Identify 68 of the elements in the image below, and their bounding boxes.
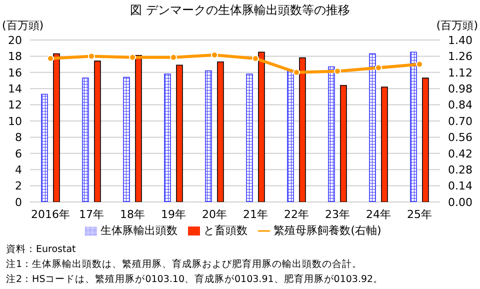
y2-tick-label: 1.40	[448, 34, 472, 47]
point	[170, 54, 177, 61]
x-tick-label: 20年	[202, 208, 227, 221]
bar	[340, 84, 347, 202]
point	[416, 60, 423, 68]
y2-tick-label: 0.14	[448, 180, 472, 193]
y2-tick-label: 1.12	[448, 66, 472, 80]
bar	[217, 61, 224, 202]
x-tick-label: 24年	[366, 208, 391, 221]
y-tick-label: 2	[15, 180, 22, 193]
x-tick-label: 2016年	[31, 208, 70, 221]
bar	[164, 74, 171, 202]
text: 注1：生体豚輸出頭数は、繁殖用豚、育成豚および肥育用豚の輸出頭数の合計。	[6, 258, 364, 272]
bar	[369, 53, 376, 202]
y-tick-label: 12	[8, 98, 22, 112]
y-tick-label: 4	[15, 164, 22, 177]
y-tick-label: 20	[8, 34, 22, 47]
x-tick-label: 19年	[161, 208, 186, 221]
bar	[246, 74, 253, 202]
legend-label: 生体豚輸出頭数	[100, 224, 178, 237]
bar	[82, 78, 89, 202]
legend-label: と畜頭数	[204, 224, 248, 237]
bar	[287, 70, 294, 202]
y2-tick-label: 0.84	[448, 98, 472, 112]
bar	[41, 94, 48, 202]
y2-tick-label: 0.28	[448, 164, 472, 177]
x-tick-label: 18年	[120, 208, 145, 221]
point	[88, 52, 95, 60]
x-tick-label: 17年	[79, 208, 104, 221]
x-tick-label: 23年	[325, 208, 350, 221]
x-tick-label: 22年	[284, 208, 309, 221]
y-axis-title: (百万頭)	[2, 18, 44, 33]
y2-tick-label: 0.98	[448, 82, 472, 96]
point	[293, 68, 300, 76]
x-tick-label: 25年	[407, 208, 432, 221]
y2-tick-label: 0.70	[448, 114, 472, 128]
y-tick-label: 18	[8, 50, 22, 64]
legend-label: 繁殖母豚飼養数(右軸)	[274, 224, 382, 237]
text: 注2：HSコードは、繁殖用豚が0103.10、育成豚が0103.91、肥育用豚が0103.92。	[6, 272, 384, 287]
y-tick-label: 8	[15, 131, 22, 144]
bar	[381, 86, 388, 202]
text: 資料：Eurostat	[6, 243, 77, 257]
x-tick-label: 21年	[243, 208, 268, 221]
y-tick-label: 14	[8, 82, 22, 96]
bar	[205, 70, 212, 202]
y2-tick-label: 0.00	[448, 196, 472, 209]
bar	[410, 52, 417, 202]
y2-tick-label: 1.26	[448, 50, 472, 64]
bar	[176, 64, 183, 202]
y-tick-label: 16	[8, 66, 22, 80]
bar	[299, 57, 306, 202]
point	[129, 54, 136, 61]
point	[375, 64, 382, 72]
y2-tick-label: 0.56	[448, 131, 472, 144]
bar	[422, 78, 429, 202]
bar	[123, 76, 130, 202]
y2-axis-title: (百万頭)	[436, 18, 478, 33]
y-tick-label: 0	[15, 196, 22, 209]
point	[334, 68, 341, 75]
bar	[135, 54, 142, 202]
bar	[258, 52, 265, 202]
bar	[94, 60, 101, 202]
y2-tick-label: 0.42	[448, 147, 472, 160]
y-tick-label: 10	[8, 114, 22, 128]
bar	[53, 53, 60, 202]
chart-title: 図 デンマークの生体豚輸出頭数等の推移	[129, 2, 351, 19]
y-tick-label: 6	[15, 147, 22, 160]
bar	[328, 66, 335, 202]
